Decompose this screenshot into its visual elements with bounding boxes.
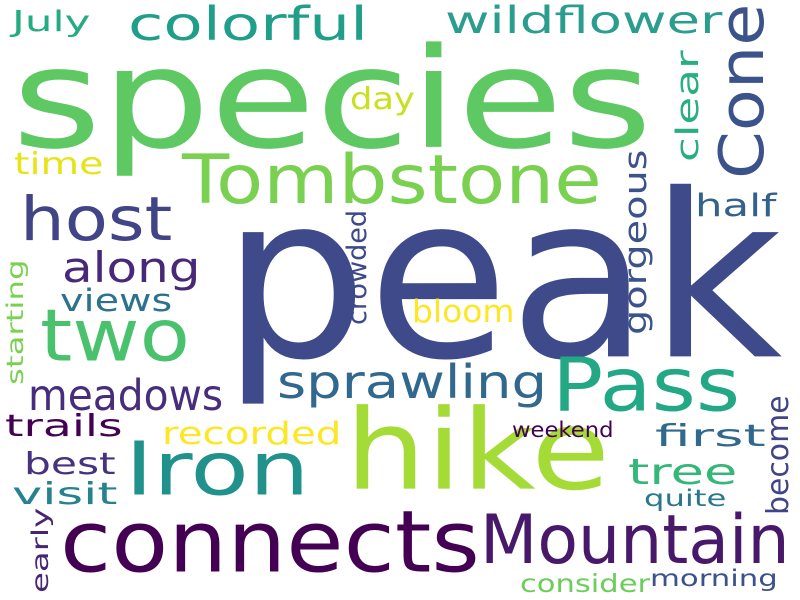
word-quite: quite — [644, 486, 727, 512]
word-host: host — [20, 184, 173, 255]
word-wildflower: wildflower — [445, 0, 723, 43]
word-half: half — [695, 187, 777, 224]
word-colorful: colorful — [128, 0, 368, 53]
word-july: July — [12, 5, 91, 38]
word-mountain: Mountain — [480, 502, 790, 580]
word-along: along — [62, 244, 201, 293]
word-become: become — [761, 395, 796, 515]
word-tree: tree — [628, 452, 738, 493]
word-best: best — [24, 447, 116, 482]
word-tombstone: Tombstone — [182, 142, 602, 220]
word-early: early — [28, 507, 54, 593]
word-meadows: meadows — [28, 371, 224, 421]
word-weekend: weekend — [512, 418, 614, 442]
word-bloom: bloom — [412, 293, 515, 330]
word-connects: connects — [60, 492, 480, 592]
word-pass: Pass — [552, 341, 741, 428]
word-recorded: recorded — [162, 415, 342, 452]
word-crowded: crowded — [342, 209, 373, 325]
word-consider: consider — [520, 569, 651, 598]
word-morning: morning — [650, 566, 778, 592]
word-iron: Iron — [125, 425, 310, 512]
word-views: views — [60, 282, 173, 319]
word-clear: clear — [669, 50, 706, 162]
word-gorgeous: gorgeous — [617, 149, 654, 335]
word-day: day — [350, 82, 415, 117]
word-first: first — [655, 419, 766, 454]
word-trails: trails — [5, 409, 123, 444]
word-species: species — [12, 18, 653, 180]
word-hike: hike — [345, 385, 611, 515]
word-peak: peak — [222, 145, 783, 410]
word-starting: starting — [3, 259, 29, 385]
word-time: time — [14, 147, 104, 182]
word-two: two — [40, 294, 190, 378]
word-visit: visit — [12, 477, 118, 512]
word-sprawling: sprawling — [277, 356, 548, 410]
